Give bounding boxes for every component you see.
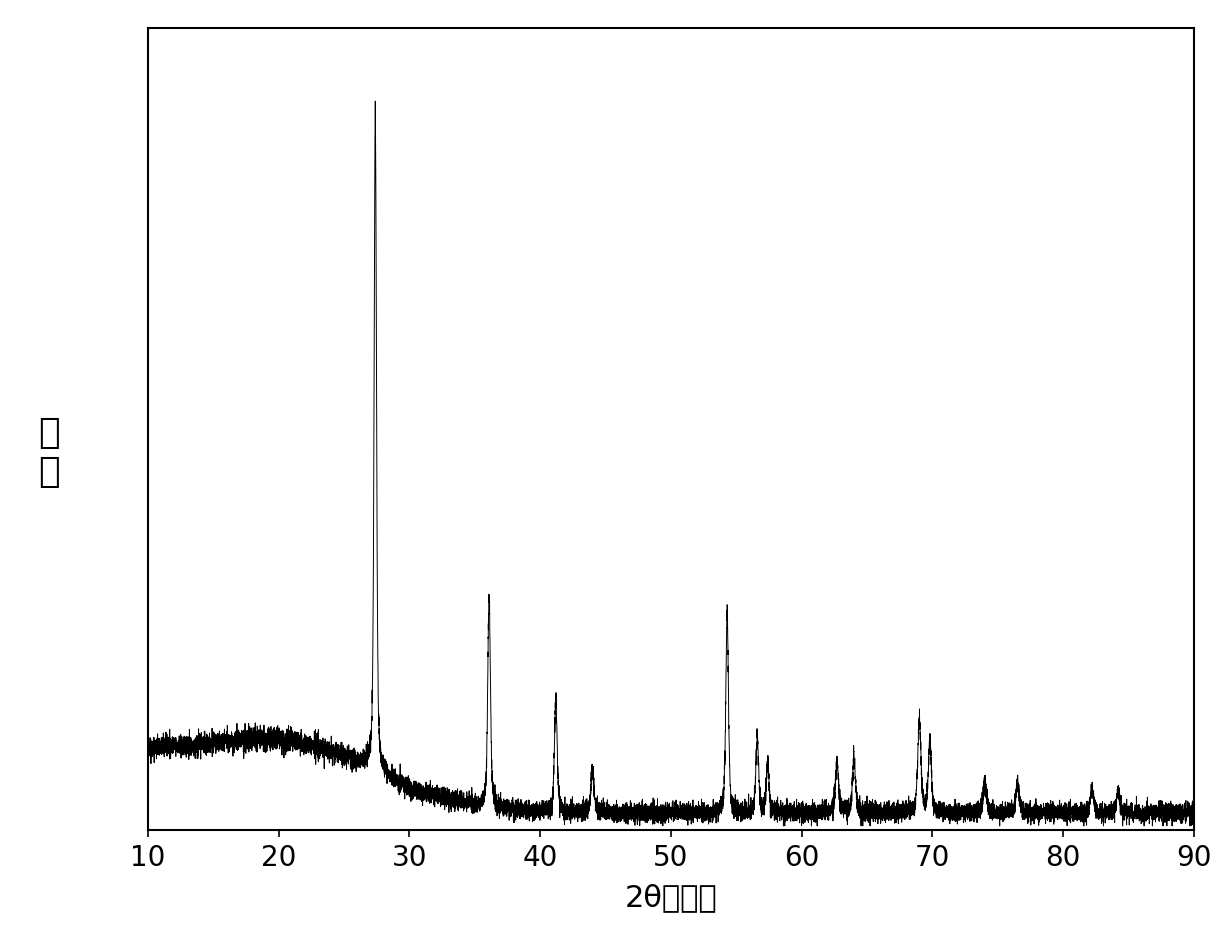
Text: 峰
强: 峰 强 [38,416,60,489]
X-axis label: 2θ（度）: 2θ（度） [624,883,718,912]
